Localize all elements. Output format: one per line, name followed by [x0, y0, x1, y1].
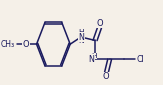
Text: N: N — [88, 55, 94, 64]
Text: H: H — [91, 53, 97, 59]
Text: O: O — [97, 19, 104, 28]
Text: CH₃: CH₃ — [0, 40, 15, 49]
Text: O: O — [103, 72, 109, 81]
Text: N: N — [78, 33, 84, 42]
Text: H
N: H N — [78, 31, 84, 44]
Text: Cl: Cl — [137, 55, 144, 64]
Text: H: H — [78, 29, 84, 35]
Text: O: O — [22, 40, 29, 49]
